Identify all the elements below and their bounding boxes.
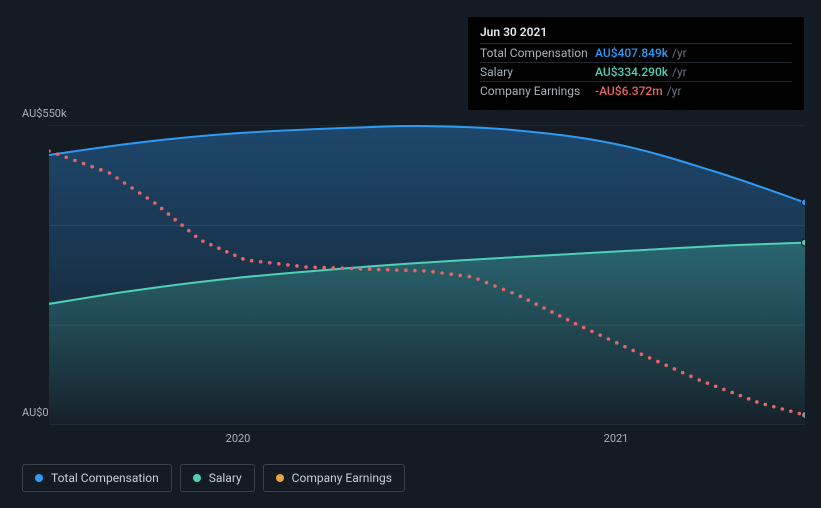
compensation-chart: AU$550k AU$0 2020 2021 Jun 30 2021 Total… [0,0,821,508]
tooltip-value: AU$334.290k [595,65,668,79]
legend-label: Salary [209,471,242,485]
tooltip-row-total-compensation: Total Compensation AU$407.849k /yr [480,43,792,62]
legend-item-total-compensation[interactable]: Total Compensation [22,464,172,492]
tooltip-unit: /yr [667,84,682,98]
x-axis-label-2020: 2020 [226,432,251,445]
tooltip-value: -AU$6.372m [595,84,663,98]
tooltip-label: Salary [480,65,595,79]
tooltip-value: AU$407.849k [595,46,668,60]
tooltip-unit: /yr [672,65,687,79]
legend-label: Total Compensation [51,471,159,485]
x-axis-label-2021: 2021 [604,432,629,445]
tooltip-row-company-earnings: Company Earnings -AU$6.372m /yr [480,81,792,100]
legend-item-salary[interactable]: Salary [180,464,255,492]
legend-dot-icon [35,474,43,482]
tooltip-unit: /yr [672,46,687,60]
chart-legend: Total Compensation Salary Company Earnin… [22,464,405,492]
y-axis-label-min: AU$0 [22,406,49,419]
legend-dot-icon [193,474,201,482]
tooltip-label: Total Compensation [480,46,595,60]
tooltip-label: Company Earnings [480,84,595,98]
chart-plot-area [49,125,805,425]
legend-label: Company Earnings [292,471,392,485]
chart-tooltip: Jun 30 2021 Total Compensation AU$407.84… [468,17,804,110]
tooltip-date: Jun 30 2021 [480,25,792,39]
tooltip-row-salary: Salary AU$334.290k /yr [480,62,792,81]
legend-dot-icon [276,474,284,482]
legend-item-company-earnings[interactable]: Company Earnings [263,464,405,492]
y-axis-label-max: AU$550k [22,107,67,120]
